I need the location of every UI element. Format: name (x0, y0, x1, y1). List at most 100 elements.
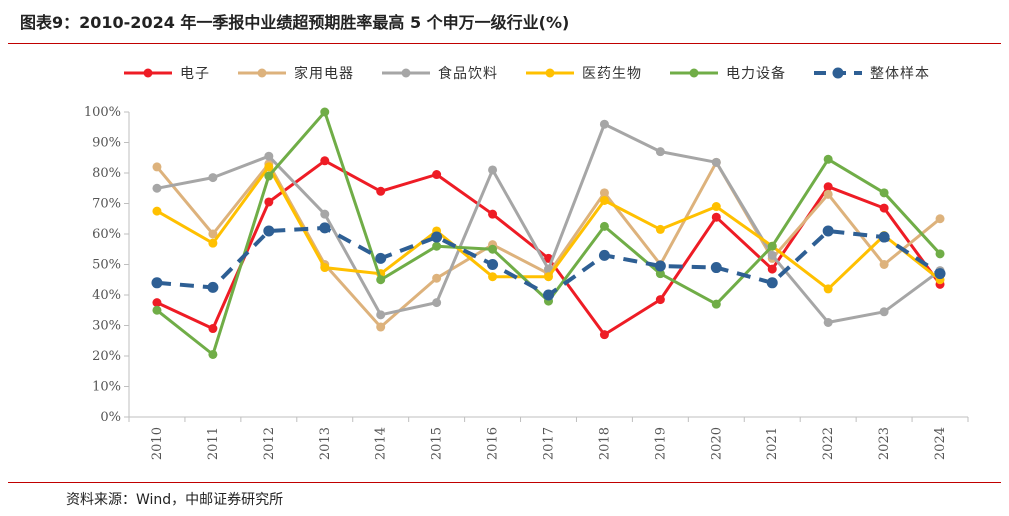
data-point-4 (376, 275, 386, 285)
legend-marker-1 (257, 68, 267, 78)
data-point-4 (432, 241, 442, 251)
source-note: 资料来源：Wind，中邮证券研究所 (66, 492, 284, 508)
data-point-4 (767, 241, 777, 251)
data-point-4 (655, 269, 665, 279)
data-point-5 (151, 277, 163, 289)
data-point-3 (823, 284, 833, 294)
data-point-5 (766, 277, 778, 289)
legend-label-1: 家用电器 (294, 65, 354, 82)
data-point-5 (934, 268, 946, 280)
data-point-2 (767, 250, 777, 260)
data-point-5 (543, 289, 554, 301)
data-point-0 (599, 330, 609, 340)
title-divider (8, 43, 1001, 44)
data-point-5 (878, 231, 890, 243)
legend-marker-3 (545, 68, 555, 78)
data-point-3 (544, 272, 553, 282)
y-tick-label: 100% (84, 105, 121, 120)
x-tick-label: 2010 (150, 427, 165, 460)
data-point-1 (823, 189, 833, 199)
data-point-2 (823, 317, 833, 327)
data-point-1 (599, 188, 609, 198)
data-point-0 (152, 298, 162, 308)
data-point-2 (208, 173, 218, 183)
x-tick-label: 2015 (430, 427, 445, 460)
legend-marker-4 (689, 68, 699, 78)
data-point-0 (488, 209, 498, 219)
data-point-0 (432, 170, 442, 180)
data-point-2 (488, 165, 498, 175)
legend-label-3: 医药生物 (582, 66, 642, 82)
data-point-5 (319, 222, 331, 234)
data-point-2 (264, 151, 274, 161)
data-point-5 (375, 252, 387, 264)
data-point-2 (432, 298, 442, 308)
legend-label-5: 整体样本 (870, 66, 930, 82)
data-point-2 (599, 119, 609, 129)
data-point-4 (823, 154, 833, 164)
y-tick-label: 90% (92, 136, 121, 151)
data-point-1 (879, 260, 889, 269)
y-tick-label: 40% (92, 288, 121, 303)
data-point-3 (599, 195, 609, 205)
y-tick-label: 50% (92, 258, 121, 273)
data-point-5 (263, 225, 275, 237)
data-point-5 (207, 281, 219, 293)
data-point-2 (320, 209, 330, 219)
data-point-1 (376, 322, 386, 332)
y-tick-label: 20% (92, 349, 121, 364)
legend-label-4: 电力设备 (726, 65, 786, 82)
data-point-3 (320, 263, 330, 273)
legend-label-2: 食品饮料 (438, 65, 498, 82)
line-chart: 0% 10% 20% 30% 40% 50% 60% 70% 80% 90% 100% 2010 201… (84, 65, 969, 460)
data-point-5 (822, 225, 834, 237)
x-tick-label: 2021 (765, 427, 780, 460)
data-point-0 (320, 156, 330, 166)
data-point-4 (488, 244, 498, 254)
data-point-5 (487, 259, 499, 270)
y-tick-label: 70% (92, 197, 121, 212)
data-point-5 (654, 260, 666, 272)
data-point-4 (599, 221, 609, 231)
data-point-2 (879, 307, 889, 317)
data-point-0 (879, 203, 889, 213)
x-tick-label: 2017 (542, 427, 557, 460)
data-point-2 (711, 157, 721, 167)
data-point-1 (935, 214, 945, 224)
data-point-4 (935, 249, 945, 259)
x-tick-label: 2012 (262, 427, 277, 460)
data-point-2 (655, 147, 665, 157)
data-point-2 (152, 183, 162, 193)
x-tick-label: 2022 (821, 427, 836, 460)
y-tick-label: 80% (92, 166, 121, 181)
data-point-0 (655, 295, 665, 305)
x-tick-label: 2016 (486, 427, 501, 460)
y-tick-label: 30% (92, 319, 121, 334)
data-point-0 (208, 324, 218, 334)
data-point-1 (208, 229, 218, 239)
footer-divider (8, 482, 1001, 483)
data-point-4 (711, 299, 721, 309)
data-point-3 (152, 206, 162, 216)
data-point-1 (432, 273, 442, 283)
data-point-3 (488, 272, 498, 282)
legend-marker-5 (832, 67, 844, 79)
data-point-0 (711, 212, 721, 222)
series-line-4 (156, 110, 942, 356)
series-line-0 (156, 159, 942, 337)
data-point-5 (598, 249, 610, 261)
y-tick-label: 10% (92, 380, 121, 395)
data-point-4 (879, 188, 889, 198)
data-point-4 (264, 171, 274, 181)
data-point-4 (320, 107, 330, 117)
data-point-2 (376, 310, 386, 320)
data-point-0 (376, 186, 386, 196)
data-point-3 (208, 238, 218, 248)
legend-marker-2 (401, 68, 411, 78)
legend-label-0: 电子 (180, 66, 210, 82)
x-tick-label: 2023 (877, 427, 892, 460)
legend-marker-0 (143, 68, 153, 78)
data-point-3 (264, 162, 274, 172)
y-tick-label: 60% (92, 227, 121, 242)
data-point-5 (710, 262, 722, 274)
